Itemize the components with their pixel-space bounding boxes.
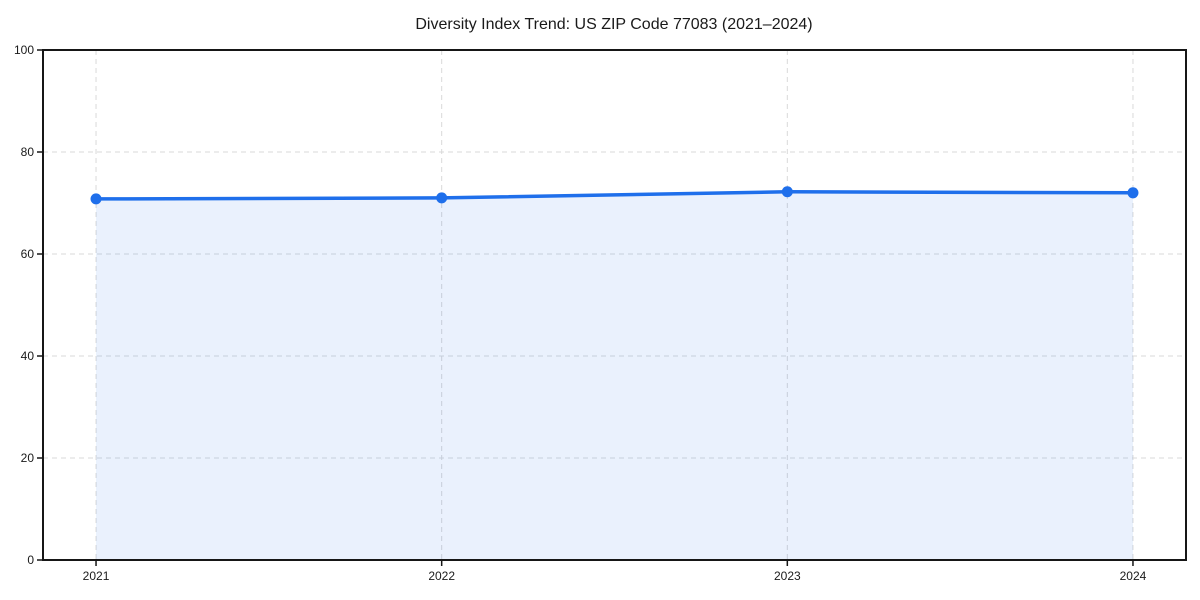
y-axis-tick-label: 0 xyxy=(27,553,34,567)
data-point-marker xyxy=(90,193,102,205)
line-layer xyxy=(94,190,1135,201)
x-axis-tick-label: 2023 xyxy=(774,569,801,583)
data-point-marker xyxy=(1127,187,1139,199)
chart-title: Diversity Index Trend: US ZIP Code 77083… xyxy=(415,16,812,33)
axes-layer xyxy=(37,49,1187,566)
data-point-marker xyxy=(781,186,793,198)
x-axis-tick-label: 2024 xyxy=(1120,569,1147,583)
series-line xyxy=(94,190,1135,201)
tick-label-layer: 0 20 40 60 80 100 2021 2022 2023 2024 xyxy=(14,43,1147,583)
area-fill-layer xyxy=(96,191,1133,560)
y-axis-tick-label: 20 xyxy=(21,451,35,465)
x-axis-tick-label: 2022 xyxy=(428,569,455,583)
area-fill xyxy=(96,191,1133,560)
x-axis-tick-label: 2021 xyxy=(83,569,110,583)
y-axis-tick-label: 40 xyxy=(21,349,35,363)
y-axis-tick-label: 100 xyxy=(14,43,34,57)
axis-spines xyxy=(42,49,1187,561)
y-axis-tick-label: 80 xyxy=(21,145,35,159)
y-axis-tick-label: 60 xyxy=(21,247,35,261)
grid-layer xyxy=(43,50,1186,560)
data-point-marker xyxy=(436,192,448,204)
marker-layer xyxy=(90,186,1139,205)
